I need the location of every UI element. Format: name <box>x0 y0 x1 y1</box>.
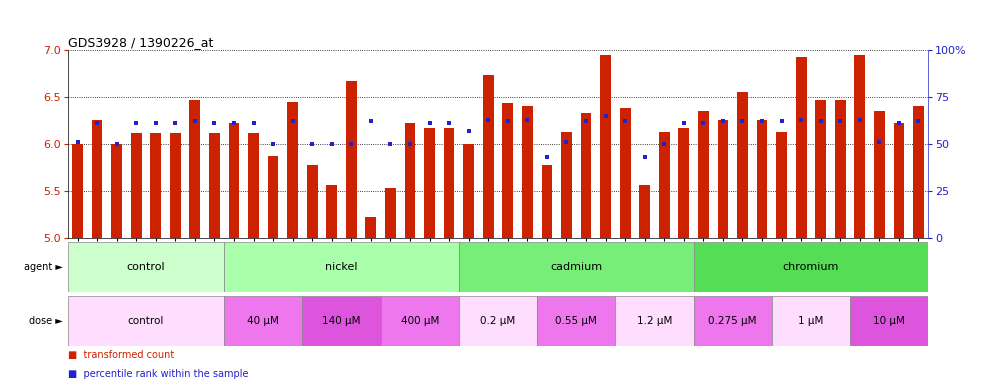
Bar <box>893 123 904 238</box>
Bar <box>616 296 693 346</box>
Text: chromium: chromium <box>783 262 839 272</box>
Bar <box>307 165 318 238</box>
Bar <box>737 92 748 238</box>
Bar <box>561 132 572 238</box>
Bar <box>385 188 395 238</box>
Bar <box>92 121 103 238</box>
Text: 40 μM: 40 μM <box>247 316 279 326</box>
Bar <box>424 128 435 238</box>
Text: nickel: nickel <box>326 262 358 272</box>
Bar <box>170 133 180 238</box>
Bar <box>502 103 513 238</box>
Bar <box>874 111 884 238</box>
Bar <box>130 133 141 238</box>
Bar <box>678 128 689 238</box>
Bar <box>757 121 767 238</box>
Text: 400 μM: 400 μM <box>400 316 439 326</box>
Bar <box>346 81 357 238</box>
Bar <box>68 242 224 292</box>
Text: 0.55 μM: 0.55 μM <box>556 316 598 326</box>
Bar <box>913 106 924 238</box>
Bar <box>189 100 200 238</box>
Text: 1 μM: 1 μM <box>798 316 824 326</box>
Bar <box>380 296 459 346</box>
Bar <box>463 144 474 238</box>
Bar <box>601 55 611 238</box>
Text: cadmium: cadmium <box>550 262 603 272</box>
Text: 0.275 μM: 0.275 μM <box>708 316 757 326</box>
Bar <box>404 123 415 238</box>
Bar <box>72 144 83 238</box>
Bar <box>855 55 866 238</box>
Text: GDS3928 / 1390226_at: GDS3928 / 1390226_at <box>68 36 213 49</box>
Text: ■  transformed count: ■ transformed count <box>68 350 174 360</box>
Bar <box>772 296 850 346</box>
Bar <box>537 296 616 346</box>
Bar <box>459 296 537 346</box>
Bar <box>620 108 630 238</box>
Bar <box>209 133 220 238</box>
Bar <box>581 113 592 238</box>
Bar <box>112 144 122 238</box>
Bar <box>717 121 728 238</box>
Bar <box>150 133 161 238</box>
Bar <box>776 132 787 238</box>
Bar <box>327 185 337 238</box>
Text: agent ►: agent ► <box>24 262 63 272</box>
Bar <box>248 133 259 238</box>
Bar <box>459 242 693 292</box>
Bar <box>816 100 826 238</box>
Bar <box>68 296 224 346</box>
Bar <box>224 296 303 346</box>
Bar <box>835 100 846 238</box>
Text: 10 μM: 10 μM <box>873 316 905 326</box>
Bar <box>287 102 298 238</box>
Bar <box>698 111 709 238</box>
Bar <box>639 185 650 238</box>
Bar <box>693 242 928 292</box>
Text: control: control <box>127 316 164 326</box>
Text: 1.2 μM: 1.2 μM <box>636 316 672 326</box>
Bar <box>303 296 380 346</box>
Bar <box>693 296 772 346</box>
Bar <box>659 132 669 238</box>
Text: 140 μM: 140 μM <box>323 316 361 326</box>
Bar <box>850 296 928 346</box>
Bar <box>366 217 376 238</box>
Bar <box>268 156 279 238</box>
Bar <box>229 123 239 238</box>
Bar <box>444 128 454 238</box>
Bar <box>483 75 494 238</box>
Bar <box>522 106 533 238</box>
Text: control: control <box>126 262 165 272</box>
Bar <box>542 165 552 238</box>
Bar <box>796 56 807 238</box>
Text: ■  percentile rank within the sample: ■ percentile rank within the sample <box>68 369 248 379</box>
Bar <box>224 242 459 292</box>
Text: 0.2 μM: 0.2 μM <box>480 316 516 326</box>
Text: dose ►: dose ► <box>29 316 63 326</box>
